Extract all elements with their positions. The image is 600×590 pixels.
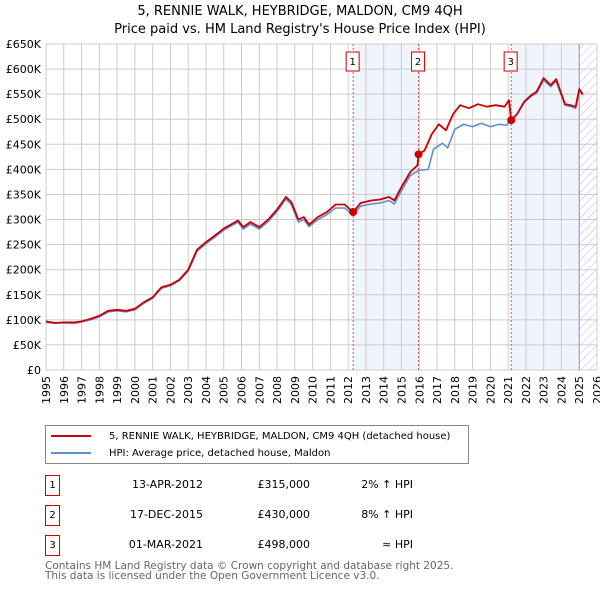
x-tick-label: 2015 [395, 376, 408, 404]
date: 13-APR-2012 [131, 478, 203, 491]
x-tick-label: 2019 [467, 376, 480, 404]
x-tick-label: 2023 [538, 376, 551, 404]
y-tick-label: £350K [6, 188, 42, 201]
x-tick-label: 2006 [236, 376, 249, 404]
legend-item-hpi: HPI: Average price, detached house, Mald… [51, 445, 330, 461]
sale-number-label: 3 [507, 57, 513, 68]
hpi-series-line [45, 79, 584, 325]
date: 01-MAR-2021 [128, 538, 203, 551]
y-tick-label: £550K [6, 88, 42, 101]
footer: Contains HM Land Registry data © Crown c… [45, 560, 454, 582]
sale-number-box [503, 51, 518, 72]
x-tick-label: 2005 [218, 376, 231, 404]
marker-badge: 1 [45, 475, 60, 496]
marker-badge: 2 [45, 505, 60, 526]
x-tick-label: 1997 [76, 376, 89, 404]
x-tick-label: 1999 [111, 376, 124, 404]
y-tick-label: £600K [6, 63, 42, 76]
marker-badge: 3 [45, 535, 60, 556]
x-tick-label: 1998 [93, 376, 106, 404]
y-tick-label: £100K [6, 314, 42, 327]
price: £315,000 [257, 478, 311, 491]
sale-point [507, 116, 516, 125]
x-tick-label: 2026 [591, 376, 600, 404]
x-tick-label: 2013 [360, 376, 373, 404]
property-series-line [45, 77, 584, 324]
x-tick-label: 2017 [431, 376, 444, 404]
x-tick-label: 2000 [129, 376, 142, 404]
y-tick-label: £50K [13, 339, 42, 352]
sale-number-label: 1 [349, 57, 355, 68]
price: £498,000 [257, 538, 311, 551]
shaded-period [353, 44, 419, 370]
x-tick-label: 2018 [449, 376, 462, 404]
sale-point [414, 150, 423, 159]
x-tick-label: 2012 [342, 376, 355, 404]
y-tick-label: £250K [6, 239, 42, 252]
title-text: 5, RENNIE WALK, HEYBRIDGE, MALDON, CM9 4… [137, 4, 463, 19]
y-tick-label: £450K [6, 138, 42, 151]
sale-number-box [345, 51, 360, 72]
footer-line: Contains HM Land Registry data © Crown c… [45, 560, 454, 572]
x-tick-label: 2014 [378, 376, 391, 404]
x-tick-label: 2003 [182, 376, 195, 404]
x-tick-label: 2024 [555, 376, 568, 404]
x-tick-label: 2008 [271, 376, 284, 404]
x-tick-label: 2001 [147, 376, 160, 404]
sale-number-label: 2 [415, 57, 421, 68]
y-tick-label: £400K [6, 163, 42, 176]
y-tick-label: £0 [27, 364, 41, 377]
legend-label: 5, RENNIE WALK, HEYBRIDGE, MALDON, CM9 4… [109, 430, 451, 442]
x-tick-label: 2011 [324, 376, 337, 404]
x-tick-label: 2016 [413, 376, 426, 404]
chart-title: 5, RENNIE WALK, HEYBRIDGE, MALDON, CM9 4… [0, 3, 600, 39]
shaded-period [511, 44, 580, 370]
date: 17-DEC-2015 [129, 508, 203, 521]
x-tick-label: 2025 [573, 376, 586, 404]
legend-item-property: 5, RENNIE WALK, HEYBRIDGE, MALDON, CM9 4… [51, 428, 450, 444]
x-tick-label: 2009 [289, 376, 302, 404]
y-tick-label: £650K [6, 38, 42, 51]
x-tick-label: 2022 [520, 376, 533, 404]
y-tick-label: £300K [6, 214, 42, 227]
legend-label: HPI: Average price, detached house, Mald… [109, 447, 331, 459]
y-tick-label: £150K [6, 289, 42, 302]
x-tick-label: 2020 [484, 376, 497, 404]
y-tick-label: £200K [6, 264, 42, 277]
hpi-compare: ≈ HPI [382, 538, 413, 551]
hatched-future-region [579, 44, 597, 370]
x-tick-label: 2002 [164, 376, 177, 404]
x-tick-label: 1996 [58, 376, 71, 404]
footer-line: This data is licensed under the Open Gov… [45, 570, 380, 582]
x-tick-label: 2004 [200, 376, 213, 404]
x-tick-label: 2010 [307, 376, 320, 404]
legend: 5, RENNIE WALK, HEYBRIDGE, MALDON, CM9 4… [45, 425, 469, 464]
y-tick-label: £500K [6, 113, 42, 126]
subtitle-text: Price paid vs. HM Land Registry's House … [114, 22, 486, 37]
price: £430,000 [257, 508, 311, 521]
sale-number-box [411, 51, 426, 72]
red-line-swatch [51, 435, 91, 437]
x-tick-label: 2007 [253, 376, 266, 404]
sale-point [349, 208, 358, 217]
x-tick-label: 1995 [40, 376, 53, 404]
hpi-compare: 2% ↑ HPI [361, 478, 413, 491]
line-chart: 1995 1996 1997 1998 1999 2000 2001 2002 2003 2004… [6, 38, 600, 404]
hpi-compare: 8% ↑ HPI [361, 508, 413, 521]
x-tick-label: 2021 [502, 376, 515, 404]
blue-line-swatch [51, 452, 91, 454]
